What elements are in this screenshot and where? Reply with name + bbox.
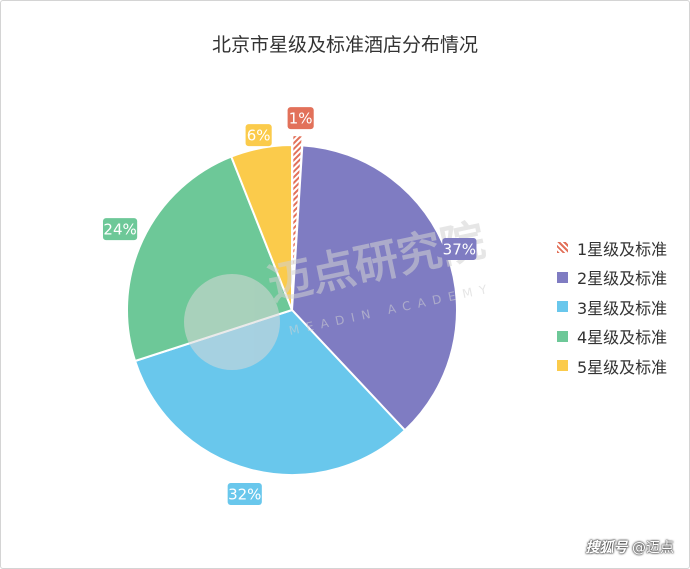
pie-data-labels: 1% 37% 32% 24% 6% [102, 107, 477, 506]
legend-swatch [557, 330, 568, 342]
legend-label: 3星级及标准 [577, 298, 668, 318]
data-label-4星级及标准: 24% [102, 218, 138, 241]
legend-item-4星级及标准: 4星级及标准 [557, 322, 667, 352]
chart-title: 北京市星级及标准酒店分布情况 [211, 34, 478, 56]
legend-item-5星级及标准: 5星级及标准 [557, 351, 667, 381]
data-label-text: 37% [443, 241, 476, 259]
data-label-text: 1% [289, 110, 313, 128]
footer-watermark-text: @迈点 [632, 540, 674, 556]
pie-slice-5星级及标准 [229, 143, 293, 311]
legend-swatch [557, 271, 568, 283]
legend-item-3星级及标准: 3星级及标准 [557, 292, 667, 322]
legend-label: 4星级及标准 [577, 328, 668, 348]
data-label-box [287, 107, 314, 130]
data-label-1星级及标准: 1% [287, 107, 314, 130]
data-label-2星级及标准: 37% [442, 238, 477, 261]
legend-swatch [557, 360, 568, 372]
data-label-3星级及标准: 32% [227, 483, 262, 506]
data-label-5星级及标准: 6% [245, 124, 272, 147]
legend-item-1星级及标准: 1星级及标准 [557, 233, 667, 263]
data-label-box [227, 483, 262, 506]
data-label-text: 24% [103, 221, 136, 239]
data-label-text: 6% [247, 127, 271, 145]
legend-label: 1星级及标准 [577, 239, 668, 259]
data-label-text: 32% [228, 486, 261, 504]
legend-label: 5星级及标准 [577, 357, 668, 377]
legend-item-2星级及标准: 2星级及标准 [557, 263, 667, 293]
legend-label: 2星级及标准 [577, 269, 668, 289]
watermark-logo-icon [184, 274, 280, 370]
data-label-box [102, 218, 138, 241]
legend-swatch [557, 242, 568, 254]
footer-watermark: 搜狐号 @迈点 [586, 537, 674, 557]
data-label-box [245, 124, 272, 147]
data-label-box [442, 238, 477, 261]
legend-swatch [557, 301, 568, 313]
legend: 1星级及标准 2星级及标准 3星级及标准 4星级及标准 5星级及标准 [557, 233, 667, 381]
footer-logo-icon: 搜狐号 [585, 540, 628, 556]
